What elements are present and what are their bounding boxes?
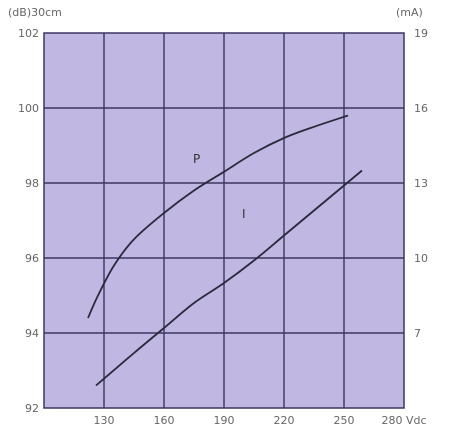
left-tick-label: 96 <box>25 252 39 265</box>
left-tick-label: 92 <box>25 402 39 415</box>
right-tick-label: 10 <box>414 252 428 265</box>
x-tick-label: 130 <box>94 414 115 427</box>
right-axis-unit: (mA) <box>396 6 423 19</box>
grid <box>44 33 404 408</box>
plot-border <box>43 32 405 409</box>
series-line-p <box>87 114 349 319</box>
x-tick-label: 220 <box>274 414 295 427</box>
left-tick-label: 102 <box>18 27 39 40</box>
right-tick-label: 7 <box>414 327 421 340</box>
right-tick-label: 13 <box>414 177 428 190</box>
series-layer <box>87 114 363 387</box>
left-axis-unit: (dB)30cm <box>8 6 62 19</box>
x-axis: 130 160 190 220 250 280 Vdc <box>94 414 427 427</box>
left-tick-label: 94 <box>25 327 39 340</box>
series-label-p: P <box>193 152 200 166</box>
x-tick-label: 250 <box>334 414 355 427</box>
left-tick-label: 98 <box>25 177 39 190</box>
x-tick-label: 190 <box>214 414 235 427</box>
right-tick-label: 16 <box>414 102 428 115</box>
x-tick-label: 160 <box>154 414 175 427</box>
right-axis: 7 10 13 16 19 <box>414 27 428 340</box>
left-axis: 92 94 96 98 100 102 <box>18 27 39 415</box>
right-tick-label: 19 <box>414 27 428 40</box>
left-tick-label: 100 <box>18 102 39 115</box>
series-line-i <box>95 169 363 387</box>
series-label-i: I <box>242 207 246 221</box>
x-tick-label: 280 Vdc <box>381 414 426 427</box>
